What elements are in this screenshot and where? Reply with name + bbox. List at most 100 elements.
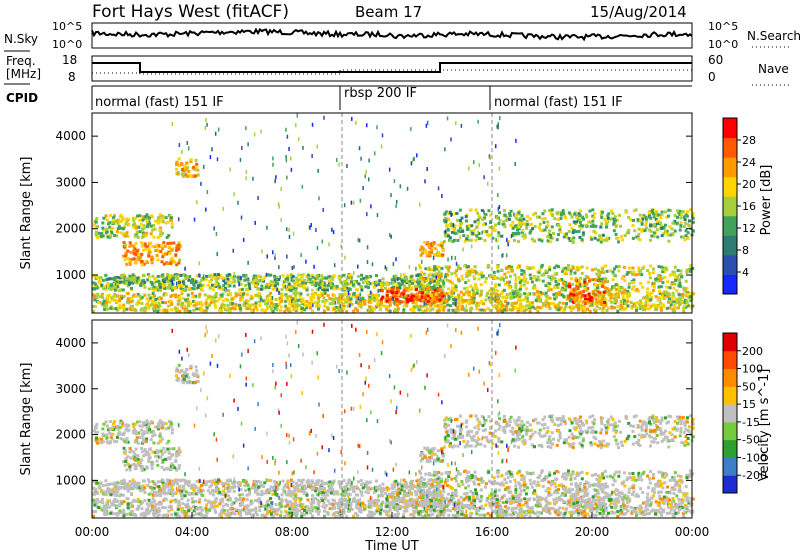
- power-point: [455, 308, 459, 312]
- power-point: [651, 267, 655, 271]
- power-point: [557, 265, 561, 269]
- power-point: [675, 298, 679, 302]
- power-point: [657, 305, 661, 309]
- power-point: [454, 285, 458, 289]
- power-point: [670, 297, 674, 301]
- power-point: [385, 292, 389, 296]
- power-speckle: [432, 255, 435, 260]
- power-point: [154, 277, 158, 281]
- power-point: [183, 273, 187, 277]
- power-point: [180, 284, 184, 288]
- power-point: [536, 305, 540, 309]
- power-speckle: [343, 203, 346, 208]
- power-speckle: [368, 158, 370, 163]
- power-speckle: [196, 200, 198, 205]
- power-point: [166, 275, 170, 279]
- velocity-point: [161, 459, 165, 463]
- power-point: [145, 297, 149, 301]
- power-point: [660, 308, 664, 312]
- power-point: [520, 220, 524, 224]
- velocity-point: [207, 500, 211, 504]
- power-point: [442, 284, 446, 288]
- noise-right-tick-top: 10^5: [708, 20, 738, 33]
- power-point: [677, 300, 681, 304]
- power-point: [381, 295, 385, 299]
- velocity-point: [177, 446, 181, 450]
- power-point: [305, 306, 309, 310]
- power-point: [323, 301, 327, 305]
- power-point: [644, 223, 648, 227]
- power-colorbar-cell: [723, 215, 737, 236]
- power-point: [285, 277, 289, 281]
- power-point: [495, 239, 499, 243]
- power-point: [575, 215, 579, 219]
- power-point: [517, 297, 521, 301]
- power-speckle: [515, 138, 517, 143]
- power-point: [318, 286, 322, 290]
- power-speckle: [280, 186, 282, 191]
- power-speckle: [359, 198, 362, 203]
- power-point: [680, 275, 684, 279]
- power-point: [649, 229, 653, 233]
- power-speckle: [437, 186, 440, 191]
- power-point: [182, 282, 186, 286]
- power-point: [368, 275, 372, 279]
- power-point: [121, 215, 125, 219]
- power-point: [168, 273, 172, 277]
- power-point: [617, 269, 621, 273]
- power-speckle: [253, 132, 256, 137]
- power-speckle: [240, 215, 243, 220]
- power-point: [400, 277, 404, 281]
- power-point: [474, 208, 478, 212]
- power-speckle: [351, 275, 353, 280]
- power-point: [163, 278, 167, 282]
- power-point: [423, 249, 427, 253]
- power-point: [133, 276, 137, 280]
- power-point: [290, 285, 294, 289]
- power-point: [384, 297, 388, 301]
- power-speckle: [286, 175, 288, 180]
- power-point: [578, 214, 582, 218]
- velocity-point: [177, 499, 181, 503]
- velocity-point: [125, 436, 129, 440]
- velocity-point: [146, 450, 150, 454]
- power-point: [126, 292, 130, 296]
- power-point: [473, 277, 477, 281]
- power-point: [423, 240, 427, 244]
- power-point: [275, 308, 279, 312]
- power-point: [104, 287, 108, 291]
- power-point: [183, 164, 187, 168]
- power-point: [390, 295, 394, 299]
- power-point: [641, 296, 645, 300]
- power-point: [151, 228, 155, 232]
- power-point: [134, 260, 138, 264]
- power-point: [238, 291, 242, 295]
- power-point: [662, 290, 666, 294]
- power-point: [379, 302, 383, 306]
- power-point: [609, 217, 613, 221]
- power-point: [540, 265, 544, 269]
- power-point: [510, 295, 514, 299]
- power-point: [599, 302, 603, 306]
- power-point: [348, 273, 352, 277]
- power-point: [218, 285, 222, 289]
- power-point: [518, 219, 522, 223]
- power-point: [605, 308, 609, 312]
- velocity-point: [686, 509, 690, 513]
- power-point: [546, 235, 550, 239]
- power-point: [116, 226, 120, 230]
- power-point: [492, 305, 496, 309]
- power-point: [634, 305, 638, 309]
- power-point: [503, 213, 507, 217]
- power-point: [110, 221, 114, 225]
- power-point: [666, 232, 670, 236]
- power-point: [450, 286, 454, 290]
- power-point: [477, 221, 481, 225]
- power-speckle: [399, 184, 402, 189]
- power-point: [500, 276, 504, 280]
- power-point: [509, 265, 513, 269]
- power-point: [130, 286, 134, 290]
- power-point: [149, 224, 153, 228]
- velocity-point: [146, 431, 150, 435]
- power-point: [355, 301, 359, 305]
